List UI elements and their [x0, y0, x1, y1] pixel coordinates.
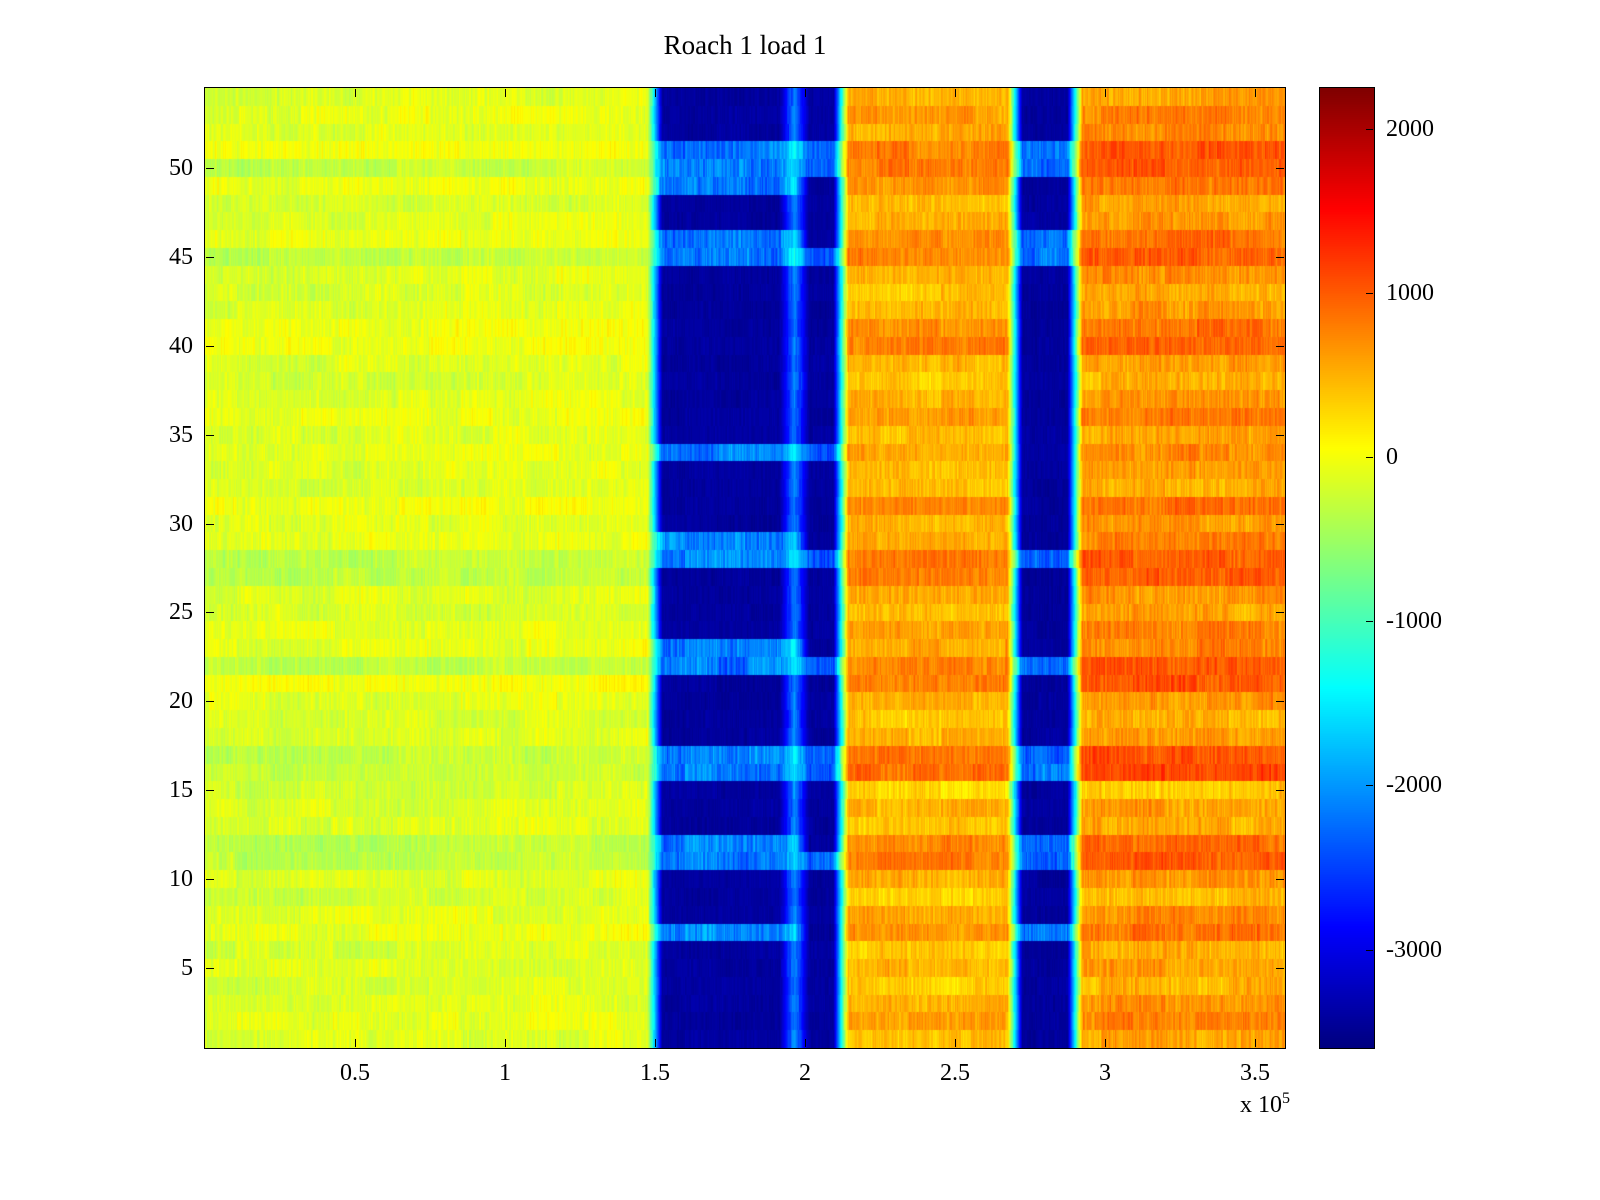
colorbar-tick-label: -2000 [1386, 772, 1442, 799]
y-tick-label: 35 [169, 421, 193, 448]
x-tick-mark [955, 1039, 956, 1047]
colorbar-canvas [1320, 88, 1374, 1048]
y-tick-mark [206, 256, 214, 258]
y-tick-mark [206, 345, 214, 347]
x-tick-mark-top [1105, 89, 1106, 97]
y-tick-label: 25 [169, 599, 193, 626]
x-tick-label: 3.5 [1240, 1060, 1270, 1086]
x-tick-label: 2 [799, 1060, 811, 1086]
colorbar-tick-mark [1366, 949, 1373, 951]
y-tick-mark-right [1276, 434, 1284, 436]
colorbar-tick-label: 1000 [1386, 280, 1434, 307]
y-tick-mark [206, 434, 214, 436]
x-tick-label: 2.5 [940, 1060, 970, 1086]
colorbar-tick-label: -3000 [1386, 936, 1442, 963]
y-tick-mark-right [1276, 612, 1284, 614]
heatmap-canvas [205, 88, 1285, 1048]
x-tick-mark-top [1255, 89, 1256, 97]
x-tick-label: 1 [499, 1060, 511, 1086]
y-tick-mark [206, 168, 214, 169]
y-tick-mark [206, 879, 214, 881]
colorbar-tick-mark [1366, 293, 1373, 295]
y-tick-mark-right [1276, 256, 1284, 258]
colorbar-tick-label: 0 [1386, 444, 1398, 471]
y-tick-mark [206, 790, 214, 792]
y-tick-mark-right [1276, 345, 1284, 347]
heatmap-plot-area [204, 87, 1286, 1049]
y-tick-mark-right [1276, 168, 1284, 169]
x-tick-label: 1.5 [640, 1060, 670, 1086]
chart-title: Roach 1 load 1 [663, 30, 827, 60]
x-tick-mark [505, 1039, 506, 1047]
y-tick-mark-right [1276, 701, 1284, 703]
x-tick-mark-top [955, 89, 956, 97]
y-tick-label: 30 [169, 510, 193, 537]
colorbar-tick-mark [1366, 785, 1373, 787]
x-tick-mark-top [505, 89, 506, 97]
x-axis-multiplier-exponent: 5 [1282, 1090, 1290, 1107]
y-tick-label: 5 [181, 955, 193, 981]
colorbar-tick-mark [1366, 621, 1373, 623]
colorbar [1319, 87, 1375, 1049]
x-tick-mark-top [655, 89, 656, 97]
x-axis-multiplier: x 105 [1100, 1090, 1290, 1119]
y-tick-label: 45 [169, 243, 193, 270]
x-tick-mark-top [805, 89, 806, 97]
colorbar-tick-label: -1000 [1386, 608, 1442, 635]
x-tick-mark [1105, 1039, 1106, 1047]
colorbar-tick-mark [1366, 457, 1373, 459]
y-tick-label: 40 [169, 332, 193, 359]
y-tick-mark-right [1276, 879, 1284, 881]
x-axis-multiplier-base: x 10 [1240, 1092, 1282, 1118]
x-tick-mark [355, 1039, 356, 1047]
y-tick-label: 15 [169, 777, 193, 804]
x-tick-label: 0.5 [340, 1060, 370, 1086]
y-tick-label: 10 [169, 866, 193, 893]
x-tick-mark [805, 1039, 806, 1047]
y-tick-mark-right [1276, 790, 1284, 792]
y-tick-mark [206, 968, 214, 969]
y-tick-label: 20 [169, 688, 193, 715]
x-tick-label: 3 [1099, 1060, 1111, 1086]
y-tick-mark [206, 701, 214, 703]
x-tick-mark [1255, 1039, 1256, 1047]
x-tick-mark [655, 1039, 656, 1047]
y-tick-mark-right [1276, 968, 1284, 969]
colorbar-tick-mark [1366, 129, 1373, 131]
colorbar-tick-label: 2000 [1386, 116, 1434, 143]
y-tick-mark [206, 523, 214, 525]
y-tick-label: 50 [169, 155, 193, 181]
y-tick-mark [206, 612, 214, 614]
x-tick-mark-top [355, 89, 356, 97]
y-tick-mark-right [1276, 523, 1284, 525]
